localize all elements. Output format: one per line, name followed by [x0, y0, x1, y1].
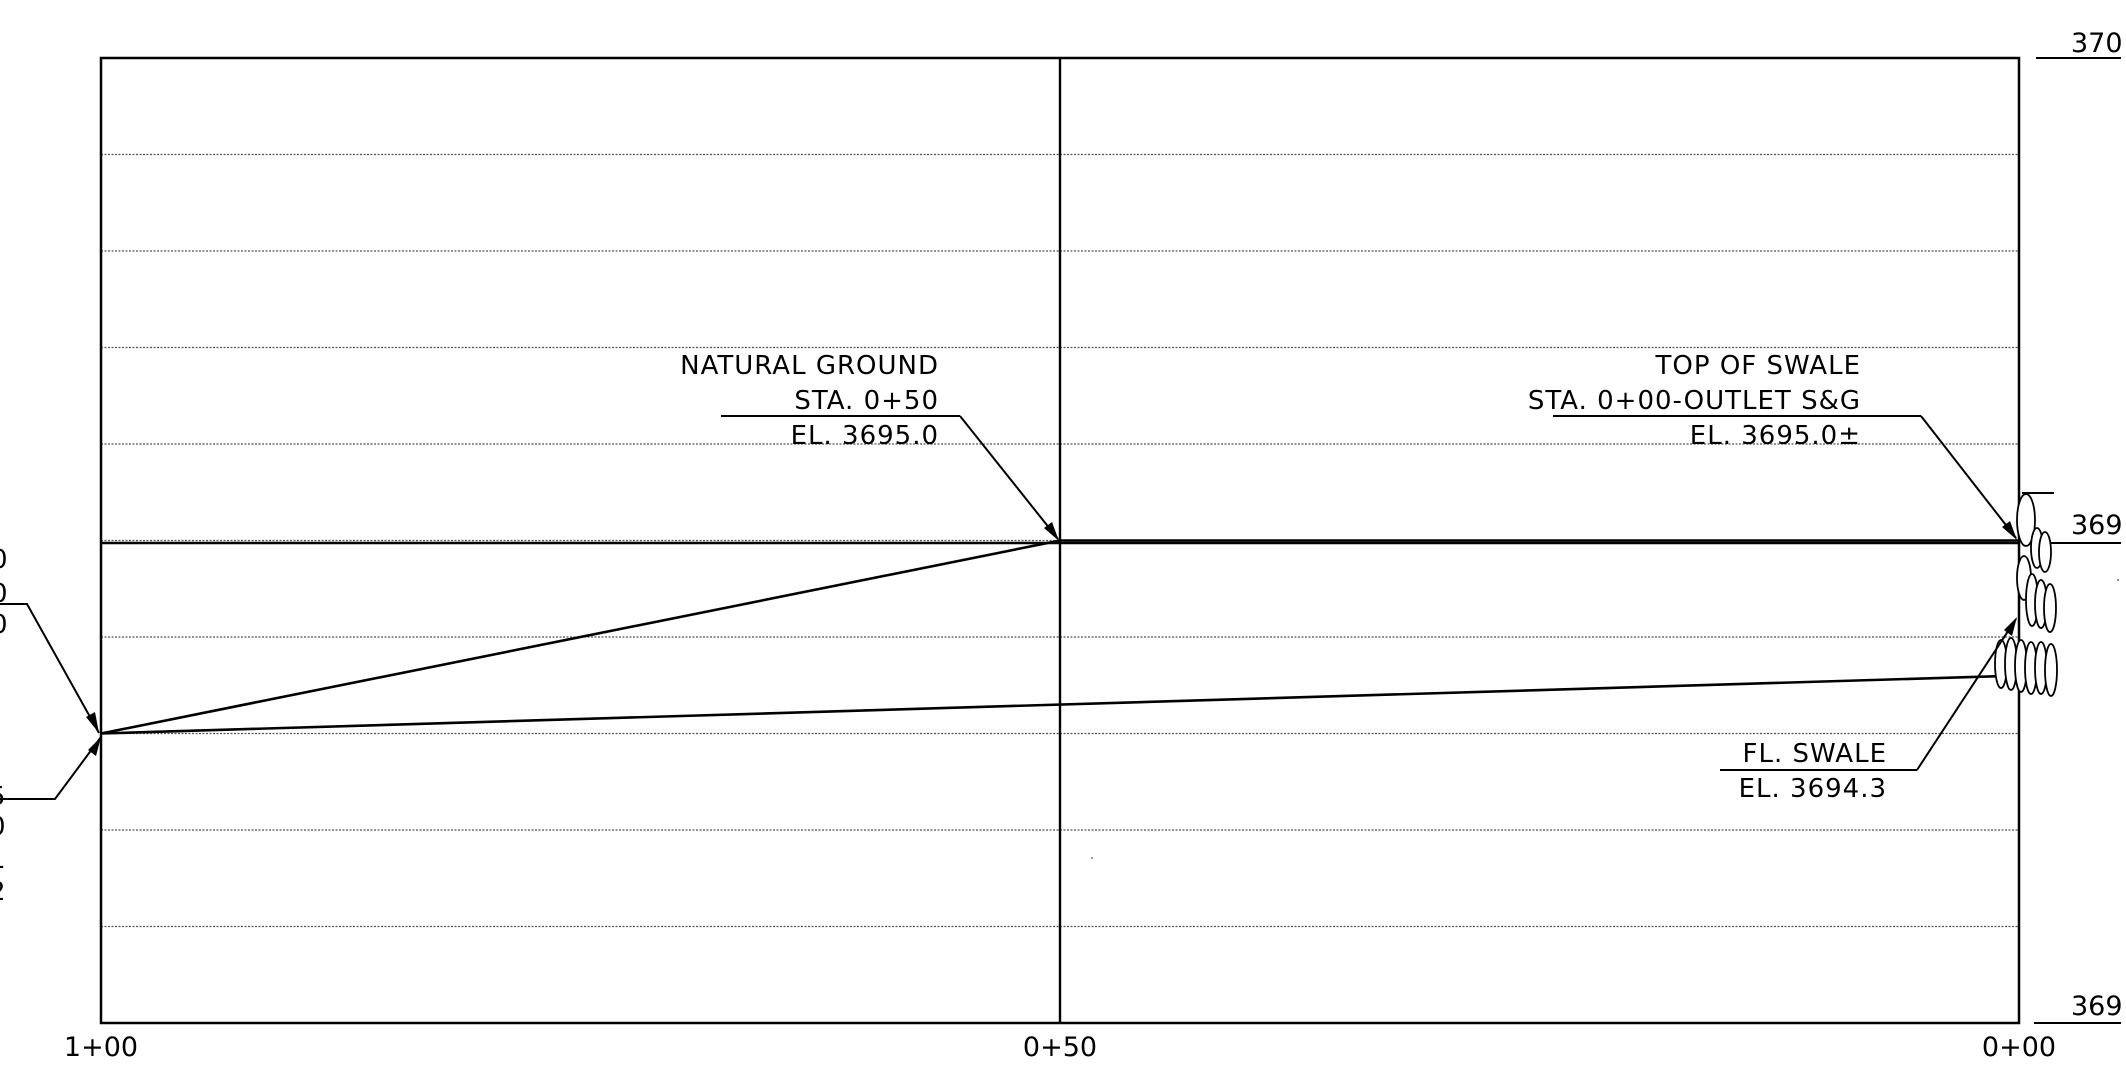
station-label-0-00: 0+00 — [1982, 1032, 2056, 1063]
left-lower-arrowhead — [88, 737, 101, 756]
riprap-stone — [2044, 643, 2058, 697]
scan-speck — [1091, 857, 1093, 859]
left-lower-leader — [0, 736, 102, 800]
left-fragment: 2 — [0, 877, 7, 907]
fl-swale-arrowhead — [2004, 617, 2017, 636]
profile-lines — [100, 539, 2020, 735]
natural-ground-leader — [959, 415, 1059, 540]
elevation-label-middle: 369 — [2071, 510, 2123, 541]
fl-swale-line1: FL. SWALE — [1743, 739, 1887, 769]
fl-swale-callout: FL. SWALE EL. 3694.3 — [1720, 617, 2017, 804]
fl-swale-leader — [1916, 618, 2017, 771]
station-label-0-50: 0+50 — [1023, 1032, 1097, 1063]
top-of-swale-line2: STA. 0+00-OUTLET S&G — [1528, 386, 1861, 416]
left-fragment: 0 — [0, 610, 9, 640]
top-of-swale-leader — [1920, 415, 2017, 539]
left-upper-leader — [0, 603, 100, 734]
riprap-outlet-stones — [1994, 493, 2058, 697]
top-of-swale-line3: EL. 3695.0± — [1690, 421, 1861, 451]
left-upper-arrowhead — [86, 712, 99, 733]
natural-ground-line3: EL. 3695.0 — [791, 421, 939, 451]
scan-speck — [2117, 579, 2119, 581]
station-label-1-00: 1+00 — [64, 1032, 138, 1063]
top-of-swale-callout: TOP OF SWALE STA. 0+00-OUTLET S&G EL. 36… — [1528, 351, 2017, 540]
top-of-swale-arrowhead — [2002, 521, 2017, 540]
riprap-stone — [2043, 583, 2057, 633]
top-of-swale-line1: TOP OF SWALE — [1655, 351, 1861, 381]
natural-ground-line1: NATURAL GROUND — [680, 351, 939, 381]
natural-ground-line2: STA. 0+50 — [794, 386, 939, 416]
elevation-label-bottom: 369 — [2071, 991, 2123, 1022]
riprap-stone — [2016, 493, 2036, 547]
left-clipped-label-upper: 0 0 0 — [0, 545, 9, 640]
profile-line-1 — [100, 539, 2019, 735]
left-clipped-label-lower: 5 0 1 2 — [0, 782, 7, 907]
left-fragment: 0 — [0, 812, 7, 842]
left-fragment: 5 — [0, 782, 7, 812]
riprap-stone — [2038, 531, 2052, 573]
fl-swale-line2: EL. 3694.3 — [1739, 774, 1887, 804]
profile-line-2 — [100, 674, 2020, 735]
left-fragment: 0 — [0, 579, 9, 609]
left-fragment: 1 — [0, 845, 7, 875]
natural-ground-callout: NATURAL GROUND STA. 0+50 EL. 3695.0 — [680, 351, 1059, 541]
natural-ground-arrowhead — [1044, 522, 1059, 541]
left-fragment: 0 — [0, 545, 9, 575]
elevation-label-top: 370 — [2071, 28, 2123, 59]
